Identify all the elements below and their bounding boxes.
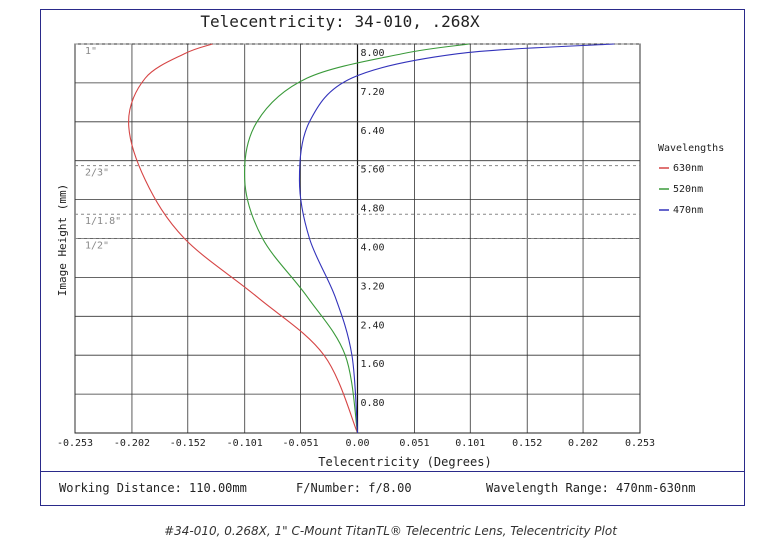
sensor-marker-label: 1/2" (85, 241, 109, 252)
wavelength-range-text: Wavelength Range: 470nm-630nm (486, 481, 696, 495)
legend-title: Wavelengths (658, 143, 724, 154)
x-tick-label: -0.051 (282, 438, 318, 449)
y-tick-label: 4.80 (361, 204, 385, 215)
y-tick-label: 4.00 (361, 243, 385, 254)
x-tick-label: 0.253 (625, 438, 655, 449)
y-tick-label: 8.00 (361, 48, 385, 59)
x-tick-label: 0.152 (512, 438, 542, 449)
series-line-520nm (244, 43, 470, 434)
x-tick-label: 0.101 (455, 438, 485, 449)
x-tick-label: 0.202 (568, 438, 598, 449)
y-tick-labels: 0.80 1.60 2.40 3.20 4.00 4.80 5.60 6.40 7.20 8.00 (361, 48, 385, 409)
legend-label: 470nm (673, 205, 703, 216)
y-tick-label: 1.60 (361, 359, 385, 370)
sensor-marker-label: 2/3" (85, 168, 109, 179)
footer-divider (40, 471, 745, 472)
sensor-marker-label: 1" (85, 46, 97, 57)
x-tick-label: -0.101 (227, 438, 263, 449)
y-tick-label: 2.40 (361, 320, 385, 331)
sensor-markers: 1" 2/3" 1/1.8" 1/2" (75, 43, 640, 252)
legend-label: 520nm (673, 184, 703, 195)
chart-frame (40, 9, 745, 506)
figure-caption: #34-010, 0.268X, 1" C-Mount TitanTL® Tel… (164, 524, 617, 538)
y-tick-label: 7.20 (361, 87, 385, 98)
x-tick-label: 0.051 (399, 438, 429, 449)
series-line-630nm (128, 43, 359, 434)
x-tick-label: 0.00 (345, 438, 369, 449)
working-distance-text: Working Distance: 110.00mm (59, 481, 247, 495)
y-tick-label: 5.60 (361, 165, 385, 176)
series-line-470nm (298, 43, 615, 434)
y-tick-label: 3.20 (361, 281, 385, 292)
y-tick-label: 0.80 (361, 398, 385, 409)
y-axis-label: Image Height (mm) (56, 184, 69, 297)
x-tick-label: -0.152 (170, 438, 206, 449)
y-tick-label: 6.40 (361, 126, 385, 137)
x-axis-label: Telecentricity (Degrees) (318, 455, 491, 469)
series-layer (128, 43, 615, 434)
chart-title: Telecentricity: 34-010, .268X (200, 12, 480, 31)
f-number-text: F/Number: f/8.00 (296, 481, 412, 495)
legend: 630nm 520nm 470nm (659, 163, 703, 216)
x-tick-label: -0.202 (114, 438, 150, 449)
legend-label: 630nm (673, 163, 703, 174)
x-tick-labels: -0.253 -0.202 -0.152 -0.101 -0.051 0.00 0.051 0… (57, 438, 655, 449)
sensor-marker-label: 1/1.8" (85, 216, 121, 227)
x-tick-label: -0.253 (57, 438, 93, 449)
